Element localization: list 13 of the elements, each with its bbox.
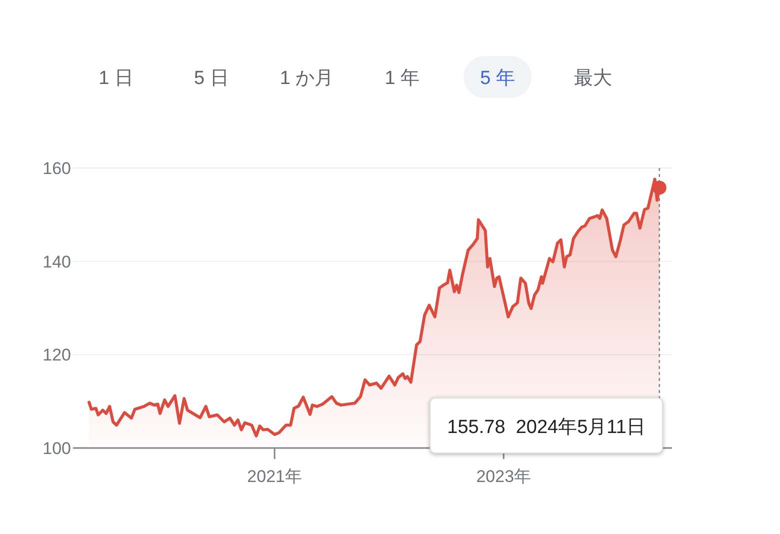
text: 5 日: [194, 68, 229, 89]
text: 1 年: [384, 68, 420, 89]
y-tick-label: 140: [42, 252, 71, 272]
y-tick-label: 100: [42, 439, 71, 458]
text: 1 か月: [280, 68, 334, 89]
x-tick-label: 2023年: [476, 467, 532, 486]
text: 1 日: [98, 68, 134, 89]
annotation: 155.78 2024年5月11日: [447, 417, 646, 438]
y-tick-label: 160: [42, 159, 71, 178]
y-tick-label: 120: [42, 346, 71, 365]
text: 5 年: [480, 68, 516, 89]
x-tick-label: 2021年: [247, 467, 302, 486]
text: 最大: [574, 68, 612, 89]
